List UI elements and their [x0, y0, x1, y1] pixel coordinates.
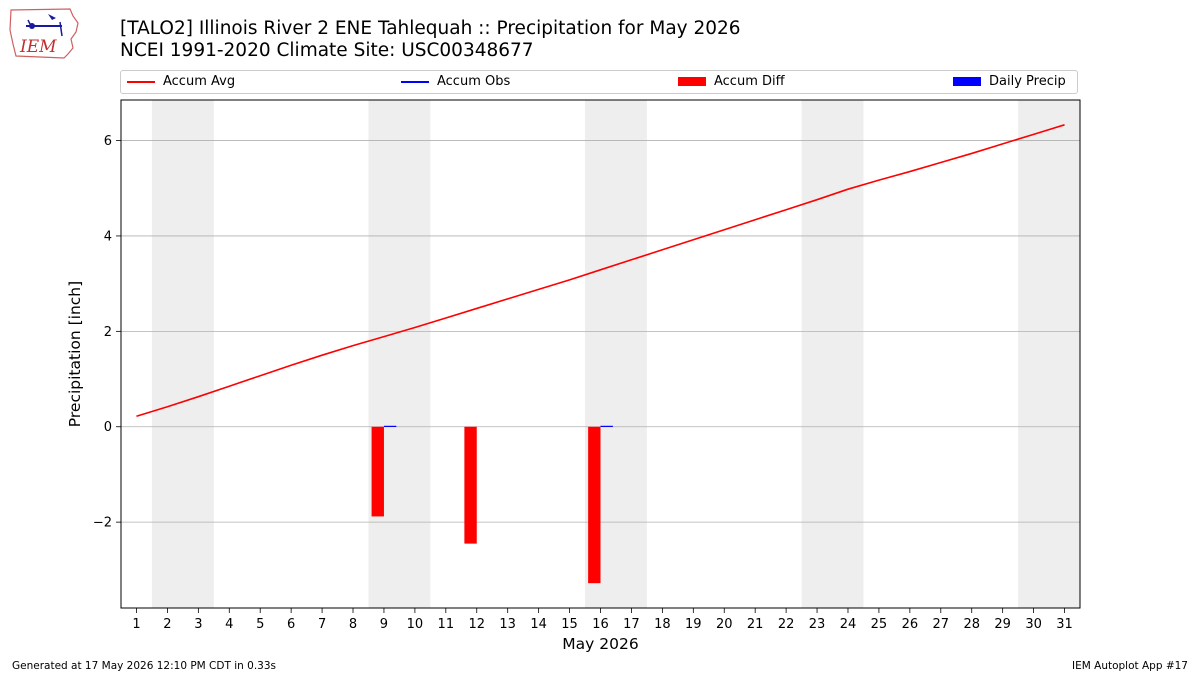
legend: Accum Avg Accum Obs Accum Diff Daily Pre…: [120, 70, 1078, 94]
weekend-shade-1: [368, 100, 431, 608]
weekend-shading-group: [151, 100, 1080, 608]
daily-precip-bar: [383, 425, 397, 427]
legend-swatch-daily-precip: [953, 77, 981, 86]
iem-logo: IEM: [9, 8, 79, 59]
legend-item-accum-diff: Accum Diff: [678, 74, 785, 89]
x-tick-label: 15: [561, 617, 578, 632]
x-tick-label: 8: [349, 617, 357, 632]
x-tick-label: 13: [499, 617, 516, 632]
legend-item-accum-obs: Accum Obs: [401, 74, 510, 89]
accum-diff-bar: [464, 426, 477, 544]
x-tick-label: 12: [468, 617, 485, 632]
x-axis-ticks: 1 2 3 4 5 6 7 8 9 10 11 12 13 14 15 16 17 18 19 20 21 22 23 24 2…: [132, 608, 1073, 632]
x-tick-label: 17: [623, 617, 640, 632]
legend-label-accum-avg: Accum Avg: [163, 74, 236, 89]
y-axis-ticks: −2 0 2 4 6: [93, 134, 121, 531]
x-tick-label: 6: [287, 617, 295, 632]
x-tick-label: 10: [407, 617, 424, 632]
x-tick-label: 5: [256, 617, 264, 632]
y-tick-label: 2: [104, 325, 112, 340]
legend-label-accum-obs: Accum Obs: [437, 74, 511, 89]
weekend-shade-0: [151, 100, 214, 608]
x-tick-label: 31: [1056, 617, 1073, 632]
chart-title: [TALO2] Illinois River 2 ENE Tahlequah :…: [120, 18, 741, 39]
x-tick-label: 16: [592, 617, 609, 632]
x-tick-label: 18: [654, 617, 671, 632]
legend-swatch-accum-diff: [678, 77, 706, 86]
x-axis-label: May 2026: [562, 635, 638, 653]
x-tick-label: 14: [530, 617, 547, 632]
accum-avg-line: [136, 124, 1065, 418]
y-tick-label: 0: [104, 420, 112, 435]
legend-label-accum-diff: Accum Diff: [714, 74, 785, 89]
x-tick-label: 11: [438, 617, 455, 632]
footer-generated-text: Generated at 17 May 2026 12:10 PM CDT in…: [12, 660, 276, 672]
x-tick-label: 27: [933, 617, 950, 632]
legend-item-accum-avg: Accum Avg: [127, 74, 235, 89]
x-tick-label: 1: [132, 617, 140, 632]
x-tick-label: 22: [778, 617, 795, 632]
x-tick-label: 23: [809, 617, 826, 632]
x-tick-label: 4: [225, 617, 233, 632]
footer-app-text: IEM Autoplot App #17: [1072, 660, 1188, 672]
x-tick-label: 3: [194, 617, 202, 632]
x-tick-label: 7: [318, 617, 326, 632]
y-axis-label: Precipitation [inch]: [66, 281, 84, 427]
legend-label-daily-precip: Daily Precip: [989, 74, 1066, 89]
y-tick-label: 6: [104, 134, 112, 149]
chart-subtitle: NCEI 1991-2020 Climate Site: USC00348677: [120, 40, 534, 61]
x-tick-label: 24: [840, 617, 857, 632]
x-tick-label: 28: [963, 617, 980, 632]
x-tick-label: 29: [994, 617, 1011, 632]
x-tick-label: 9: [380, 617, 388, 632]
legend-swatch-accum-avg: [127, 80, 155, 83]
lines-group: [136, 124, 1065, 418]
x-tick-label: 19: [685, 617, 702, 632]
x-tick-label: 25: [871, 617, 888, 632]
y-tick-label: 4: [104, 229, 112, 244]
x-tick-label: 2: [163, 617, 171, 632]
logo-text: IEM: [19, 37, 57, 57]
y-tick-label: −2: [93, 516, 112, 531]
daily-precip-bar: [600, 425, 613, 427]
weekend-shade-3: [801, 100, 864, 608]
x-tick-label: 20: [716, 617, 733, 632]
accum-diff-bar: [371, 426, 384, 517]
x-tick-label: 21: [747, 617, 764, 632]
x-tick-label: 26: [902, 617, 919, 632]
bars-group: [371, 425, 613, 584]
legend-swatch-accum-obs: [401, 80, 429, 83]
legend-item-daily-precip: Daily Precip: [953, 74, 1066, 89]
iem-iowa-logo-icon: [9, 8, 79, 59]
accum-diff-bar: [588, 426, 601, 584]
weekend-shade-4: [1018, 100, 1080, 608]
x-tick-label: 30: [1025, 617, 1042, 632]
